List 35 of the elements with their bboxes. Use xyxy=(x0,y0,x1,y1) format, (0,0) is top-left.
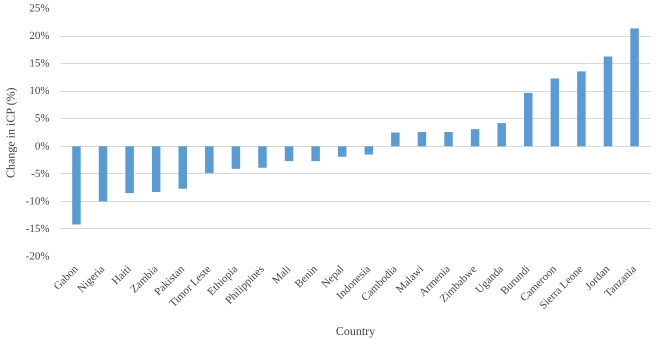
y-tick-label: -20% xyxy=(26,250,50,262)
bar xyxy=(577,71,586,146)
bar xyxy=(604,56,612,146)
y-tick-label: 25% xyxy=(29,2,50,14)
bar xyxy=(391,132,400,146)
bar xyxy=(630,28,639,146)
y-tick-label: 5% xyxy=(34,112,50,125)
bar xyxy=(205,146,214,174)
bar xyxy=(258,146,267,168)
bar xyxy=(524,92,532,146)
bar xyxy=(338,146,346,157)
y-tick-label: 15% xyxy=(29,58,50,70)
bar xyxy=(444,132,453,146)
y-axis-title: Change in iCP (%) xyxy=(4,87,18,178)
bar xyxy=(364,146,374,155)
bar xyxy=(72,146,81,225)
bar xyxy=(152,146,160,192)
y-tick-label: -15% xyxy=(26,222,50,235)
x-tick-label: Mali xyxy=(270,263,294,286)
bar xyxy=(311,146,320,162)
y-tick-label: 20% xyxy=(29,30,50,42)
y-tick-label: -10% xyxy=(26,195,50,208)
bar xyxy=(284,146,294,162)
y-tick-label: 10% xyxy=(29,85,50,98)
bar xyxy=(125,146,134,194)
x-axis-title: Country xyxy=(336,324,376,338)
bar xyxy=(98,146,108,202)
bar xyxy=(418,132,426,146)
y-tick-label: 0% xyxy=(34,140,50,152)
bar xyxy=(550,78,560,146)
bar xyxy=(178,146,188,189)
bar xyxy=(232,146,240,169)
y-tick-label: -5% xyxy=(31,168,50,180)
bar xyxy=(470,129,480,146)
bar xyxy=(497,123,506,146)
